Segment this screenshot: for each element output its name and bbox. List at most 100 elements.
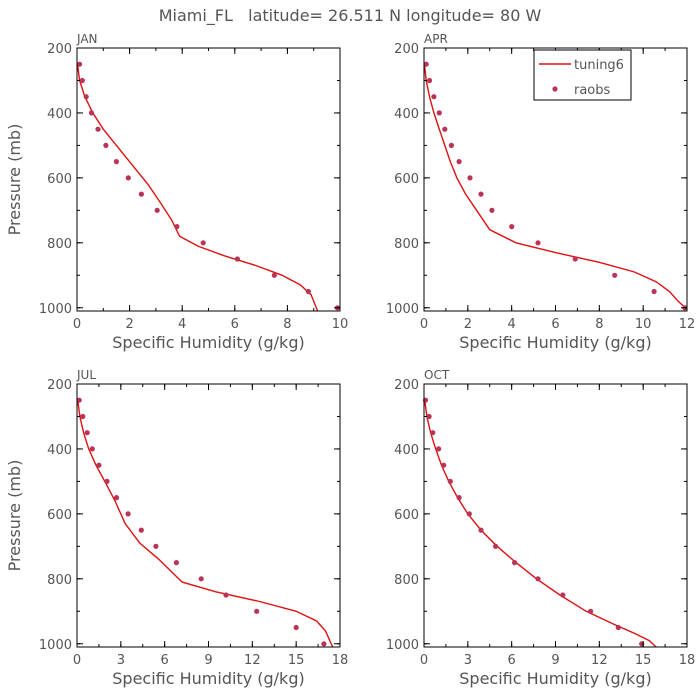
- data-point-raobs: [509, 224, 515, 230]
- data-point-raobs: [96, 462, 102, 468]
- data-point-raobs: [104, 478, 110, 484]
- y-tick-label: 600: [394, 508, 419, 523]
- x-axis-title: Specific Humidity (g/kg): [112, 669, 304, 688]
- plot-frame: [423, 383, 688, 648]
- panel-label: JAN: [76, 32, 98, 46]
- x-tick-label: 9: [204, 653, 212, 668]
- legend-label-tuning6: tuning6: [574, 58, 624, 73]
- data-point-raobs: [153, 543, 159, 549]
- y-tick-label: 800: [47, 237, 72, 252]
- y-tick-label: 400: [47, 107, 72, 122]
- data-point-raobs: [77, 61, 83, 67]
- data-point-raobs: [448, 142, 454, 148]
- x-tick-label: 12: [591, 653, 608, 668]
- x-tick-label: 4: [178, 317, 186, 332]
- x-axis-title: Specific Humidity (g/kg): [459, 333, 651, 352]
- y-tick-label: 1000: [39, 302, 72, 317]
- data-point-raobs: [426, 413, 432, 420]
- series-line-tuning6: [424, 400, 657, 648]
- data-point-raobs: [79, 77, 85, 84]
- x-tick-label: 6: [508, 653, 516, 668]
- data-point-raobs: [560, 592, 566, 598]
- y-tick-label: 400: [394, 443, 419, 458]
- y-tick-label: 1000: [39, 638, 72, 653]
- data-point-raobs: [125, 511, 131, 517]
- plot-frame: [76, 383, 341, 648]
- series-line-tuning6: [76, 64, 319, 312]
- data-point-raobs: [254, 608, 260, 614]
- data-point-raobs: [271, 272, 277, 278]
- x-tick-label: 10: [332, 317, 349, 332]
- data-point-raobs: [441, 462, 447, 468]
- data-point-raobs: [436, 110, 442, 116]
- x-tick-label: 8: [595, 317, 603, 332]
- x-tick-label: 18: [679, 653, 696, 668]
- data-point-raobs: [467, 175, 473, 181]
- x-axis-title: Specific Humidity (g/kg): [112, 333, 304, 352]
- x-tick-label: 4: [508, 317, 516, 332]
- figure-title: Miami_FL latitude= 26.511 N longitude= 8…: [159, 6, 542, 26]
- data-point-raobs: [89, 446, 95, 452]
- data-point-raobs: [478, 191, 484, 197]
- x-tick-label: 6: [161, 653, 169, 668]
- x-tick-label: 2: [125, 317, 133, 332]
- data-point-raobs: [436, 446, 442, 452]
- series-line-tuning6: [77, 400, 334, 648]
- series-line-tuning6: [423, 64, 688, 310]
- data-point-raobs: [588, 608, 594, 614]
- data-point-raobs: [223, 592, 229, 598]
- y-tick-label: 1000: [386, 638, 419, 653]
- y-axis-title: Pressure (mb): [5, 460, 24, 572]
- y-axis-title: Pressure (mb): [5, 124, 24, 236]
- y-tick-label: 800: [47, 573, 72, 588]
- legend-swatch-dot: [552, 86, 558, 92]
- data-point-raobs: [125, 175, 131, 181]
- y-tick-label: 1000: [386, 302, 419, 317]
- data-point-raobs: [76, 397, 82, 403]
- data-point-raobs: [489, 207, 495, 213]
- data-point-raobs: [511, 560, 518, 566]
- panel-label: APR: [424, 32, 448, 46]
- plot-frame: [76, 47, 341, 312]
- x-tick-label: 12: [679, 317, 696, 332]
- panel-jul: 0 3 6 9 12 15 18 200 400 600 800 1000 JUL Specific Hu…: [5, 368, 348, 688]
- data-point-raobs: [466, 511, 472, 517]
- x-tick-label: 0: [73, 653, 81, 668]
- data-point-raobs: [535, 240, 541, 246]
- data-point-raobs: [321, 641, 327, 647]
- data-point-raobs: [173, 560, 179, 566]
- y-tick-label: 200: [47, 378, 72, 393]
- data-point-raobs: [430, 430, 436, 436]
- x-tick-label: 2: [464, 317, 472, 332]
- x-tick-label: 8: [283, 317, 291, 332]
- x-tick-label: 6: [551, 317, 559, 332]
- x-tick-label: 12: [244, 653, 261, 668]
- data-point-raobs: [84, 430, 90, 436]
- x-tick-label: 3: [464, 653, 472, 668]
- x-tick-label: 0: [73, 317, 81, 332]
- data-point-raobs: [80, 413, 86, 420]
- data-point-raobs: [95, 126, 101, 132]
- legend: tuning6 raobs: [533, 49, 632, 101]
- y-tick-label: 200: [47, 42, 72, 57]
- y-tick-label: 600: [394, 172, 419, 187]
- y-tick-label: 200: [394, 42, 419, 57]
- data-point-raobs: [423, 61, 429, 67]
- panel-oct: 0 3 6 9 12 15 18 200 400 600 800 1000 OCT Specific Hu…: [386, 368, 695, 688]
- panel-apr: 0 2 4 6 8 10 12 200 400 600 800 1000 APR Specific Hum…: [386, 32, 695, 352]
- data-point-raobs: [174, 224, 180, 230]
- x-tick-label: 0: [420, 317, 428, 332]
- x-tick-label: 9: [551, 653, 559, 668]
- x-tick-label: 10: [635, 317, 652, 332]
- data-point-raobs: [154, 207, 160, 213]
- y-tick-label: 800: [394, 573, 419, 588]
- data-point-raobs: [478, 527, 484, 533]
- data-point-raobs: [651, 288, 657, 295]
- data-point-raobs: [113, 495, 120, 501]
- data-point-raobs: [293, 624, 299, 631]
- x-tick-label: 0: [420, 653, 428, 668]
- y-tick-label: 200: [394, 378, 419, 393]
- x-tick-label: 15: [635, 653, 652, 668]
- y-tick-label: 800: [394, 237, 419, 252]
